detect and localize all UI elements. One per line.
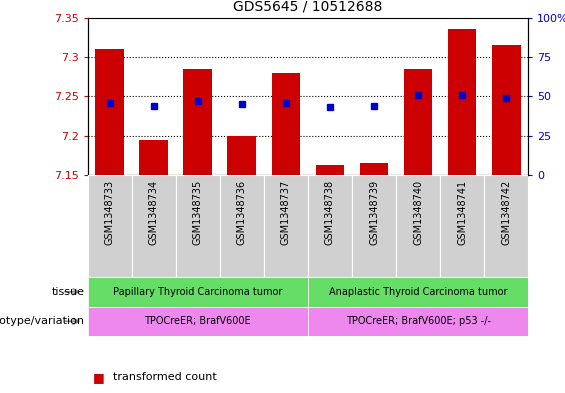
Bar (184, 69, 212, 175)
Bar (264, 175, 308, 277)
Bar (308, 307, 528, 336)
Text: GSM1348734: GSM1348734 (149, 180, 159, 245)
Text: GSM1348735: GSM1348735 (193, 180, 203, 245)
Bar (448, 29, 476, 175)
Bar (404, 69, 432, 175)
Text: GSM1348733: GSM1348733 (105, 180, 115, 245)
Text: GSM1348738: GSM1348738 (325, 180, 335, 245)
Text: genotype/variation: genotype/variation (0, 316, 85, 326)
Text: Papillary Thyroid Carcinoma tumor: Papillary Thyroid Carcinoma tumor (113, 287, 282, 297)
Bar (88, 307, 308, 336)
Text: TPOCreER; BrafV600E: TPOCreER; BrafV600E (145, 316, 251, 326)
Text: TPOCreER; BrafV600E; p53 -/-: TPOCreER; BrafV600E; p53 -/- (346, 316, 490, 326)
Bar (492, 45, 520, 175)
Text: GSM1348736: GSM1348736 (237, 180, 247, 245)
Text: GSM1348741: GSM1348741 (457, 180, 467, 245)
Bar (360, 163, 388, 175)
Bar (95, 49, 124, 175)
Text: GSM1348740: GSM1348740 (413, 180, 423, 245)
Bar (396, 175, 440, 277)
Bar (132, 175, 176, 277)
Bar (316, 165, 344, 175)
Text: Anaplastic Thyroid Carcinoma tumor: Anaplastic Thyroid Carcinoma tumor (329, 287, 507, 297)
Bar (140, 140, 168, 175)
Text: tissue: tissue (52, 287, 85, 297)
Bar (308, 277, 528, 307)
Text: GSM1348742: GSM1348742 (501, 180, 511, 245)
Bar (220, 175, 264, 277)
Text: ■: ■ (93, 371, 105, 384)
Bar (308, 175, 352, 277)
Bar (88, 277, 308, 307)
Text: GSM1348737: GSM1348737 (281, 180, 291, 245)
Bar (88, 175, 132, 277)
Bar (176, 175, 220, 277)
Bar (484, 175, 528, 277)
Title: GDS5645 / 10512688: GDS5645 / 10512688 (233, 0, 383, 14)
Text: transformed count: transformed count (113, 372, 217, 382)
Bar (272, 73, 300, 175)
Text: GSM1348739: GSM1348739 (369, 180, 379, 245)
Bar (352, 175, 396, 277)
Bar (440, 175, 484, 277)
Bar (228, 136, 256, 175)
